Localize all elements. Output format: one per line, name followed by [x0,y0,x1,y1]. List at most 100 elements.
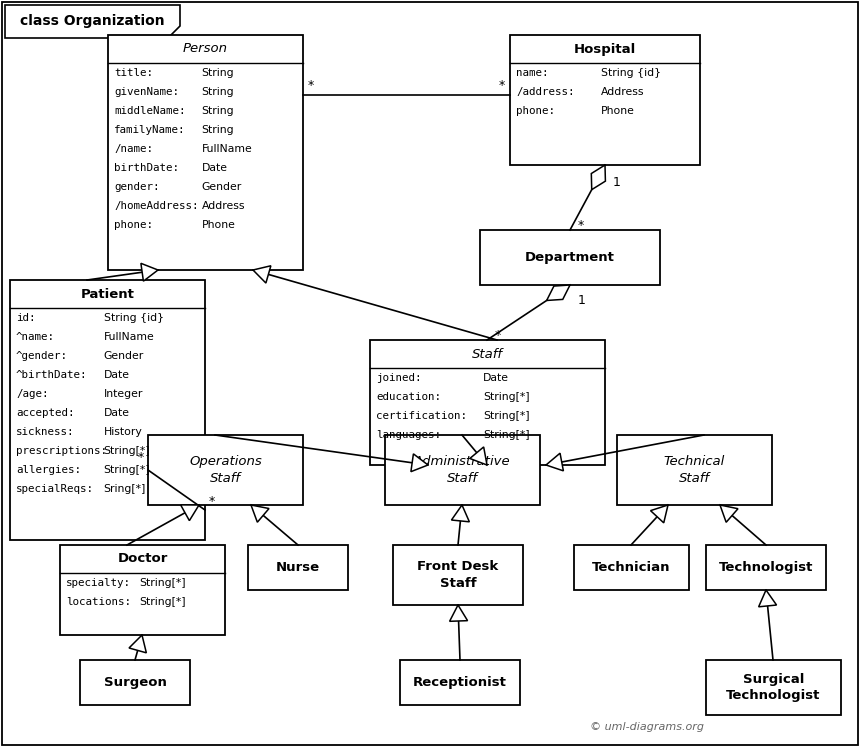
Text: id:: id: [16,313,35,323]
Text: /age:: /age: [16,389,48,399]
Polygon shape [251,505,269,522]
Text: Date: Date [482,373,509,383]
Text: History: History [103,427,143,437]
Text: *: * [209,495,215,509]
Text: © uml-diagrams.org: © uml-diagrams.org [590,722,704,732]
Text: sickness:: sickness: [16,427,75,437]
Text: education:: education: [376,392,441,402]
Text: Date: Date [103,370,130,380]
Text: Address: Address [601,87,645,97]
Text: Gender: Gender [201,182,242,192]
Text: title:: title: [114,68,153,78]
Bar [706,545,826,590]
Text: *: * [308,79,314,92]
Text: locations:: locations: [66,597,131,607]
Text: Technologist: Technologist [719,561,814,574]
Text: String {id}: String {id} [601,68,661,78]
Text: 1: 1 [578,294,586,308]
Text: Date: Date [201,163,228,173]
Text: *: * [495,329,501,341]
Text: class Organization: class Organization [20,14,165,28]
Text: Surgeon: Surgeon [103,676,167,689]
Text: String[*]: String[*] [103,465,150,475]
Text: Receptionist: Receptionist [413,676,507,689]
Text: Sring[*]: Sring[*] [103,484,146,494]
Bar [617,435,772,505]
Text: String: String [201,87,234,97]
Text: String[*]: String[*] [103,446,150,456]
Text: familyName:: familyName: [114,125,186,135]
Text: Doctor: Doctor [117,553,168,565]
Bar [393,545,523,605]
Bar [10,280,205,540]
Text: ^birthDate:: ^birthDate: [16,370,88,380]
Text: certification:: certification: [376,411,467,421]
Text: prescriptions:: prescriptions: [16,446,107,456]
Text: Gender: Gender [103,351,144,361]
Text: languages:: languages: [376,430,441,440]
Polygon shape [650,505,668,523]
Text: String: String [201,68,234,78]
Text: Phone: Phone [601,106,635,116]
Text: ^gender:: ^gender: [16,351,68,361]
Text: allergies:: allergies: [16,465,81,475]
Text: FullName: FullName [201,144,252,154]
Bar [706,660,841,715]
Text: Address: Address [201,201,245,211]
Text: Technician: Technician [593,561,671,574]
Text: Patient: Patient [81,288,134,300]
Text: *: * [499,79,505,92]
Text: gender:: gender: [114,182,159,192]
Bar [510,35,700,165]
Polygon shape [592,165,605,190]
Polygon shape [452,505,470,522]
Text: Nurse: Nurse [276,561,320,574]
Bar [60,545,225,635]
Text: String: String [201,106,234,116]
Text: Operations
Staff: Operations Staff [189,455,262,485]
Polygon shape [411,454,428,471]
Polygon shape [141,264,158,281]
Bar [108,35,303,270]
Text: /name:: /name: [114,144,153,154]
Polygon shape [546,453,563,471]
Text: birthDate:: birthDate: [114,163,179,173]
Text: Administrative
Staff: Administrative Staff [415,455,511,485]
Polygon shape [470,447,487,465]
Text: Staff: Staff [472,347,503,361]
Text: phone:: phone: [114,220,153,230]
Bar [370,340,605,465]
Bar [385,435,540,505]
Text: Integer: Integer [103,389,143,399]
Text: String[*]: String[*] [139,597,186,607]
Text: /address:: /address: [516,87,574,97]
Polygon shape [253,266,271,283]
Polygon shape [759,590,777,607]
Bar [248,545,348,590]
Text: Hospital: Hospital [574,43,636,55]
Text: String: String [201,125,234,135]
Polygon shape [450,605,468,622]
Bar [400,660,520,705]
Bar [480,230,660,285]
Bar [148,435,303,505]
Text: String[*]: String[*] [482,392,530,402]
Bar [80,660,190,705]
Text: specialty:: specialty: [66,578,131,588]
Text: *: * [578,219,584,232]
Text: givenName:: givenName: [114,87,179,97]
Polygon shape [181,505,199,521]
Polygon shape [720,505,738,522]
Text: String[*]: String[*] [139,578,186,588]
Text: ^name:: ^name: [16,332,55,342]
Text: Department: Department [525,251,615,264]
Text: Phone: Phone [201,220,236,230]
Polygon shape [129,635,146,653]
Text: String[*]: String[*] [482,411,530,421]
Text: Date: Date [103,408,130,418]
Text: accepted:: accepted: [16,408,75,418]
Text: String {id}: String {id} [103,313,163,323]
Text: Technical
Staff: Technical Staff [664,455,725,485]
Polygon shape [5,5,180,38]
Polygon shape [547,285,570,300]
